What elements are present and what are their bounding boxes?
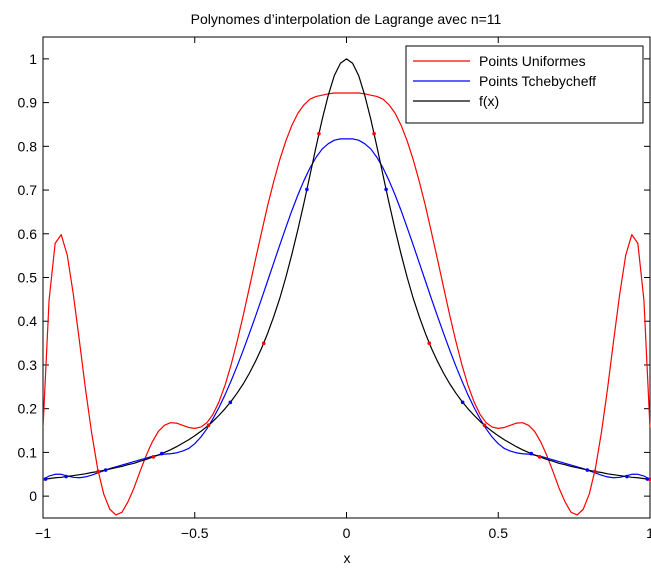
marker-layer xyxy=(43,131,651,482)
data-point xyxy=(43,477,48,481)
legend: Points Uniformes Points Tchebycheff f(x) xyxy=(405,45,644,124)
y-tick-label: 0.6 xyxy=(18,226,38,242)
x-tick-label: 1 xyxy=(646,525,651,541)
data-point xyxy=(384,187,388,192)
x-tick-label: 0 xyxy=(343,525,351,541)
x-axis-label: x xyxy=(344,550,351,566)
series-line xyxy=(43,92,651,516)
axis-tick-labels: −1 −0.5 0 0.5 1 0 0.1 0.2 0.3 0.4 0.5 0.6 0.7 0.8 0.9 1 xyxy=(18,51,651,541)
y-tick-label: 0.7 xyxy=(18,182,38,198)
x-tick-label: −0.5 xyxy=(181,525,209,541)
data-point xyxy=(372,131,376,136)
legend-box xyxy=(405,45,644,124)
data-point xyxy=(529,451,534,456)
y-tick-label: 0.8 xyxy=(18,138,38,154)
y-tick-label: 0.4 xyxy=(18,313,38,329)
y-tick-label: 0.9 xyxy=(18,95,38,111)
legend-label: f(x) xyxy=(479,93,499,109)
y-tick-label: 0.5 xyxy=(18,270,38,286)
y-tick-label: 0.3 xyxy=(18,357,38,373)
y-tick-label: 0.1 xyxy=(18,444,38,460)
data-point xyxy=(537,455,542,459)
axis-ticks xyxy=(42,37,651,518)
series-layer xyxy=(43,58,651,516)
data-point xyxy=(64,474,68,479)
data-point xyxy=(261,341,266,346)
y-tick-label: 0.2 xyxy=(18,401,38,417)
data-point xyxy=(151,455,156,459)
x-tick-label: −1 xyxy=(35,525,51,541)
data-point xyxy=(645,477,650,481)
data-point xyxy=(482,423,487,428)
data-point xyxy=(228,400,233,405)
legend-items: Points Uniformes Points Tchebycheff f(x) xyxy=(413,53,596,109)
chart-title: Polynomes d’interpolation de Lagrange av… xyxy=(191,11,502,27)
data-point xyxy=(206,423,211,428)
legend-label: Points Uniformes xyxy=(479,53,586,69)
data-point xyxy=(593,469,597,474)
series-line xyxy=(43,138,651,481)
data-point xyxy=(317,131,321,136)
data-point xyxy=(460,400,465,405)
data-point xyxy=(625,474,629,479)
x-tick-label: 0.5 xyxy=(489,525,509,541)
data-point xyxy=(96,469,100,474)
data-point xyxy=(305,187,309,192)
legend-label: Points Tchebycheff xyxy=(479,73,596,89)
y-tick-label: 1 xyxy=(29,51,37,67)
y-tick-label: 0 xyxy=(29,488,37,504)
data-point xyxy=(585,468,590,472)
data-point xyxy=(159,451,164,456)
data-point xyxy=(427,341,432,346)
data-point xyxy=(103,468,108,472)
series-line xyxy=(43,58,651,481)
